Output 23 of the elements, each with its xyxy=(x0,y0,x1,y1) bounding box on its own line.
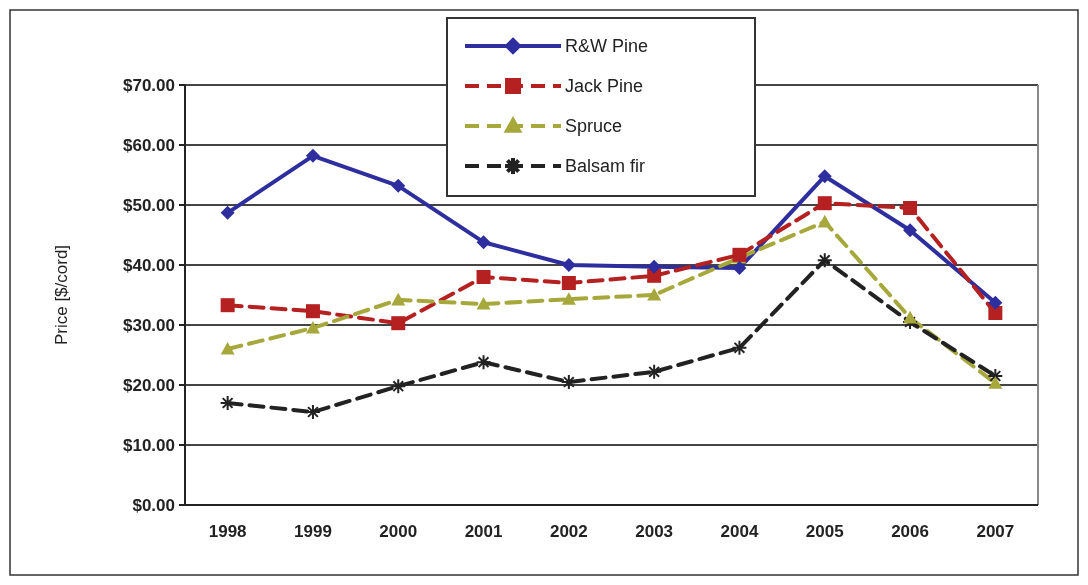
legend-label: Jack Pine xyxy=(565,76,644,97)
x-tick-label: 2003 xyxy=(635,522,674,541)
y-tick-label: $40.00 xyxy=(123,255,175,275)
x-tick-label: 2002 xyxy=(549,522,588,541)
x-tick-label: 1999 xyxy=(294,522,332,541)
y-tick-label: $0.00 xyxy=(132,495,175,515)
y-tick-label: $50.00 xyxy=(123,195,175,215)
y-tick-label: $20.00 xyxy=(123,375,175,395)
x-tick-label: 2000 xyxy=(379,522,418,541)
legend-label: Balsam fir xyxy=(565,156,646,177)
x-tick-label: 2007 xyxy=(976,522,1015,541)
x-tick-label: 2004 xyxy=(720,522,759,541)
x-tick-label: 2006 xyxy=(891,522,929,541)
x-tick-label: 2001 xyxy=(464,522,503,541)
y-axis-title: Price [$/cord] xyxy=(52,244,71,346)
legend-label: R&W Pine xyxy=(565,36,649,57)
x-tick-label: 1998 xyxy=(208,522,247,541)
y-tick-label: $70.00 xyxy=(123,75,175,95)
y-tick-label: $10.00 xyxy=(123,435,175,455)
y-tick-label: $30.00 xyxy=(123,315,175,335)
x-tick-label: 2005 xyxy=(805,522,844,541)
legend-label: Spruce xyxy=(565,116,623,137)
y-tick-label: $60.00 xyxy=(123,135,175,155)
